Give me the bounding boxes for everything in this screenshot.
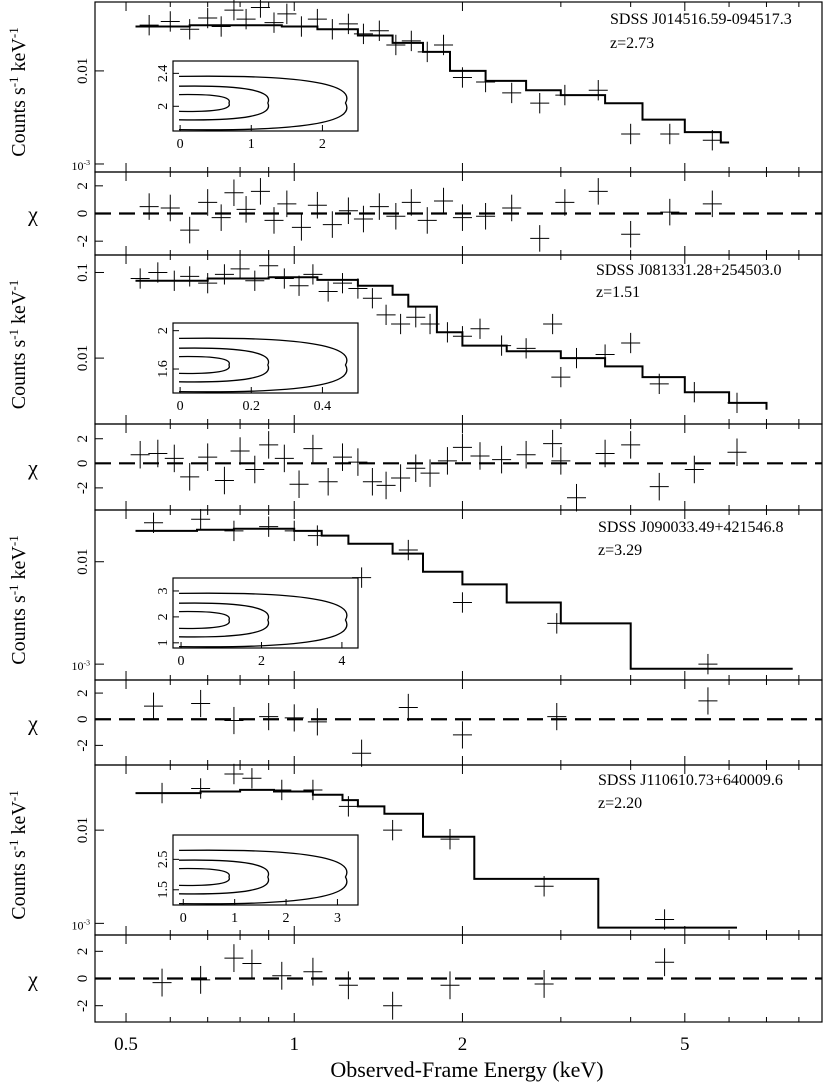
inset-x-tick-label: 1: [248, 137, 255, 152]
y-tick-label: 0.01: [75, 345, 91, 371]
residual-y-axis-title: χ: [27, 711, 38, 736]
y-tick-label: 10-3: [72, 158, 91, 173]
y-tick-label: 0.01: [75, 549, 91, 575]
inset-contour-1: [178, 355, 230, 375]
inset-x-tick-label: 0.4: [314, 399, 332, 414]
model-line: [135, 24, 730, 144]
inset-y-tick-label: 2.4: [156, 65, 171, 83]
inset-y-tick-label: 3: [156, 587, 171, 594]
residual-y-tick-label: -2: [75, 482, 91, 495]
inset-y-tick-label: 1: [156, 639, 171, 646]
inset-contour-3: [178, 75, 348, 131]
residual-y-axis-title: χ: [27, 967, 38, 992]
spectrum-panel-4: 0.01 10-3 Counts s-1 keV-1 SDSS J110610.73+…: [6, 763, 823, 936]
residual-y-tick-label: 0: [75, 460, 91, 468]
y-tick-label: 0.01: [75, 817, 91, 843]
inset-y-tick-label: 2: [156, 103, 171, 110]
residual-panel-4: 2 0 -2 χ: [27, 934, 823, 1023]
residual-y-tick-label: -2: [75, 999, 91, 1012]
inset-contour-2: [178, 347, 270, 383]
inset-y-tick-label: 2: [156, 613, 171, 620]
inset-x-tick-label: 0.2: [243, 399, 261, 414]
spectrum-panel-2: 0.1 0.01 Counts s-1 keV-1 SDSS J081331.28+2…: [6, 254, 823, 425]
residual-y-axis-title: χ: [27, 202, 38, 227]
panels-layer: 0.01 10-3 Counts s-1 keV-1 SDSS J014516.59-…: [6, 0, 823, 1055]
inset-contour-2: [178, 602, 270, 638]
source-name: SDSS J014516.59-094517.3: [610, 11, 792, 28]
inset-x-tick-label: 2: [319, 137, 326, 152]
spectrum-y-axis-title: Counts s-1 keV-1: [6, 27, 30, 156]
spectrum-y-axis-title: Counts s-1 keV-1: [6, 280, 30, 409]
inset-x-tick-label: 2: [283, 911, 290, 926]
spectrum-y-axis-title: Counts s-1 keV-1: [6, 790, 30, 919]
residual-frame: [94, 423, 823, 511]
redshift-label: z=1.51: [596, 284, 640, 301]
inset-y-tick-label: 2.5: [156, 851, 171, 869]
source-name: SDSS J090033.49+421546.8: [598, 519, 784, 536]
residual-y-axis-title: χ: [27, 455, 38, 480]
residual-y-tick-label: -2: [75, 235, 91, 248]
inset-contour-2: [178, 85, 270, 121]
inset-y-tick-label: 1.5: [156, 881, 171, 899]
inset-x-tick-label: 0: [180, 911, 187, 926]
x-tick-label: 2: [458, 1034, 468, 1055]
inset-contour-1: [178, 867, 230, 887]
spectrum-y-axis-title: Counts s-1 keV-1: [6, 535, 30, 664]
y-tick-label: 0.01: [75, 58, 91, 84]
y-tick-label: 0.1: [75, 263, 91, 282]
residual-y-tick-label: 2: [75, 689, 91, 697]
x-axis-tick-labels: 0.5 1 2 5: [114, 1034, 689, 1055]
inset-y-tick-label: 2: [156, 327, 171, 334]
inset-contour-1: [178, 93, 230, 113]
spectrum-panel-3: 0.01 10-3 Counts s-1 keV-1 SDSS J090033.49+…: [6, 509, 823, 681]
inset-y-tick-label: 1.6: [156, 360, 171, 378]
inset-contour-3: [178, 337, 348, 393]
residual-y-tick-label: -2: [75, 739, 91, 752]
residual-y-tick-label: 0: [75, 715, 91, 723]
inset-x-tick-label: 0: [177, 399, 184, 414]
inset-contour-1: [178, 610, 230, 630]
residual-y-tick-label: 2: [75, 182, 91, 190]
inset-contour-2: [178, 859, 270, 895]
residual-y-tick-label: 2: [75, 948, 91, 956]
x-axis-title: Observed-Frame Energy (keV): [330, 1057, 603, 1082]
residual-panel-1: 2 0 -2 χ: [27, 171, 823, 256]
inset-contour-3: [178, 849, 348, 905]
residual-frame: [94, 679, 823, 766]
source-name: SDSS J081331.28+254503.0: [596, 262, 782, 279]
inset-x-tick-label: 2: [258, 654, 265, 669]
spectrum-panel-1: 0.01 10-3 Counts s-1 keV-1 SDSS J014516.59-…: [6, 0, 823, 173]
residual-panel-2: 2 0 -2 χ: [27, 423, 823, 512]
inset-x-tick-label: 3: [334, 911, 341, 926]
y-tick-label: 10-3: [72, 918, 91, 933]
x-tick-label: 5: [680, 1034, 690, 1055]
inset-x-tick-label: 0: [177, 137, 184, 152]
residual-y-tick-label: 0: [75, 210, 91, 218]
inset-x-tick-label: 0: [178, 654, 185, 669]
x-tick-label: 1: [289, 1034, 299, 1055]
residual-panel-3: 2 0 -2 χ: [27, 679, 823, 767]
source-name: SDSS J110610.73+640009.6: [598, 772, 783, 789]
residual-y-tick-label: 0: [75, 975, 91, 983]
redshift-label: z=3.29: [598, 542, 642, 559]
inset-x-tick-label: 4: [338, 654, 345, 669]
redshift-label: z=2.73: [610, 35, 654, 52]
inset-x-tick-label: 1: [231, 911, 238, 926]
model-line: [135, 788, 737, 929]
y-tick-label: 10-3: [72, 658, 91, 673]
residual-y-tick-label: 2: [75, 435, 91, 443]
x-tick-label: 0.5: [114, 1034, 138, 1055]
redshift-label: z=2.20: [598, 795, 642, 812]
inset-contour-3: [178, 592, 348, 648]
